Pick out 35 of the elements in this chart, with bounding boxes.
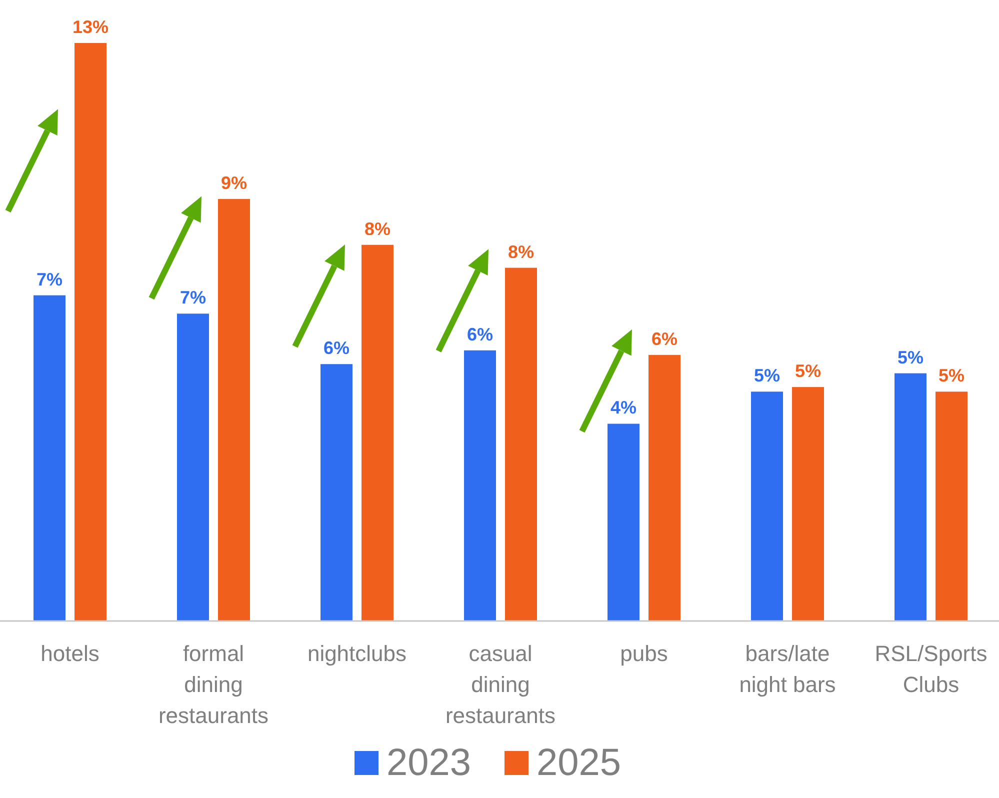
data-label: 5% (938, 366, 965, 386)
bar (648, 354, 680, 621)
bar (362, 244, 394, 621)
legend-label: 2025 (536, 742, 622, 784)
bar (936, 392, 968, 621)
data-label: 7% (180, 288, 206, 308)
data-label: 5% (897, 347, 924, 368)
bar (34, 295, 66, 621)
bar (177, 314, 209, 621)
x-tick-label: hotels (40, 641, 100, 666)
data-label: 13% (72, 17, 109, 37)
x-tick-label: RSL/Sports Clubs (874, 641, 988, 697)
x-tick-label: bars/late night bars (739, 641, 836, 697)
data-label: 6% (651, 328, 678, 349)
data-label: 8% (364, 218, 391, 239)
legend-label: 2023 (386, 742, 472, 784)
bar (751, 392, 783, 621)
x-tick-label: formal dining restaurants (158, 641, 269, 728)
data-label: 4% (610, 398, 637, 418)
data-label: 9% (220, 172, 248, 193)
data-label: 8% (508, 242, 534, 262)
data-label: 5% (754, 366, 780, 386)
bar (792, 387, 824, 621)
bar (218, 198, 250, 621)
bar (74, 43, 106, 621)
data-label: 7% (36, 269, 63, 290)
bar (505, 268, 537, 621)
data-label: 6% (323, 338, 350, 358)
data-label: 6% (466, 324, 494, 344)
x-tick-label: nightclubs (307, 641, 407, 666)
data-label: 5% (794, 361, 822, 382)
x-tick-label: casual dining restaurants (445, 641, 556, 728)
bar (320, 364, 352, 621)
x-tick-label: pubs (620, 641, 668, 666)
bar (894, 373, 926, 621)
